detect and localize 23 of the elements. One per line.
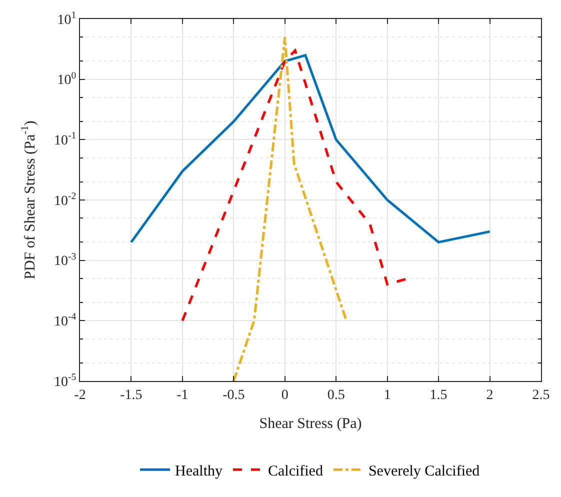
x-tick-label: 2.5	[532, 388, 550, 403]
x-tick-label: -0.5	[222, 388, 245, 403]
y-tick-label: 10$^{1}$	[57, 10, 76, 28]
y-tick-label: 10$^{-3}$	[54, 251, 76, 270]
x-tick-label: 2	[486, 388, 494, 403]
x-tick-label: 0.5	[327, 388, 345, 403]
x-tick-label: 1.5	[430, 388, 448, 403]
legend-label: Severely Calcified	[368, 464, 480, 480]
y-tick-label: 10$^{-5}$	[54, 372, 76, 390]
x-tick-label: -1	[176, 388, 188, 403]
y-tick-label: 10$^{-2}$	[54, 191, 76, 209]
line-series	[130, 54, 492, 244]
x-tick-label: -1.5	[120, 388, 142, 403]
x-tick-label: -2	[74, 388, 86, 403]
x-tick-label: 1	[384, 388, 391, 403]
y-tick-label: 10$^{0}$	[57, 70, 76, 88]
legend-label: Calcified	[268, 464, 324, 480]
y-tick-label: 10$^{-1}$	[54, 130, 76, 149]
legend-label: Healthy	[175, 464, 223, 480]
y-tick-label: 10$^{-4}$	[54, 312, 76, 330]
line-series	[232, 36, 348, 381]
x-tick-label: 0	[281, 388, 288, 403]
x-axis-title: Shear Stress (Pa)	[259, 416, 362, 432]
